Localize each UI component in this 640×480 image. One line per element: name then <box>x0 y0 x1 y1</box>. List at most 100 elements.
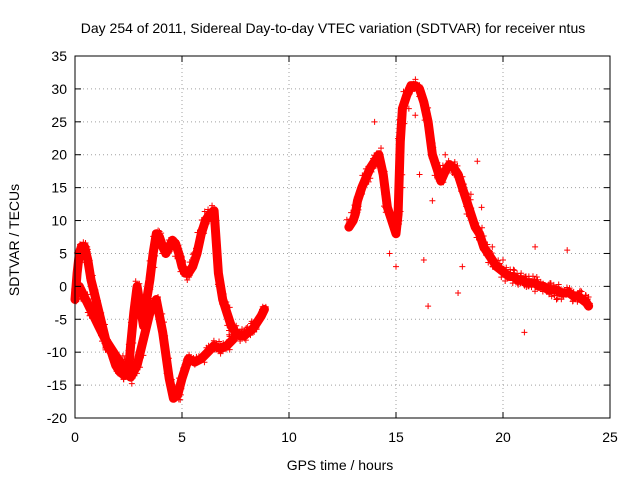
data-point <box>367 175 374 182</box>
data-point <box>586 300 593 307</box>
data-point <box>396 131 403 138</box>
data-point <box>355 203 362 210</box>
data-point <box>386 250 393 257</box>
data-point <box>121 364 128 371</box>
data-point <box>115 370 122 377</box>
x-tick-label: 15 <box>388 429 404 445</box>
data-point <box>140 331 147 338</box>
data-point <box>99 324 106 331</box>
data-point <box>135 357 142 364</box>
data-point <box>411 85 418 92</box>
data-point <box>382 209 389 216</box>
series-4 <box>371 105 581 336</box>
data-point <box>217 342 224 349</box>
data-point <box>183 273 190 280</box>
data-point <box>163 370 170 377</box>
data-point <box>162 332 169 339</box>
data-point <box>397 208 404 215</box>
data-point <box>416 171 423 178</box>
data-point <box>125 347 132 354</box>
data-point <box>402 92 409 99</box>
data-point <box>158 238 165 245</box>
data-point <box>155 294 162 301</box>
data-point <box>247 332 254 339</box>
y-axis-label: SDTVAR / TECUs <box>6 184 22 296</box>
data-point <box>474 158 481 165</box>
data-point <box>106 345 113 352</box>
data-point <box>233 322 240 329</box>
data-point <box>376 163 383 170</box>
data-point <box>169 384 176 391</box>
data-point <box>472 222 479 229</box>
data-point <box>75 258 82 265</box>
data-point <box>554 295 561 302</box>
data-point <box>178 253 185 260</box>
data-point <box>529 273 536 280</box>
data-point <box>401 120 408 127</box>
data-point <box>405 90 412 97</box>
data-point <box>132 278 139 285</box>
data-point <box>472 227 479 234</box>
data-point <box>473 225 480 232</box>
y-tick-label: 5 <box>59 245 67 261</box>
data-point <box>227 317 234 324</box>
data-point <box>381 168 388 175</box>
data-point <box>496 260 503 267</box>
data-point <box>111 356 118 363</box>
data-point <box>473 219 480 226</box>
data-point <box>405 105 412 112</box>
data-point <box>359 191 366 198</box>
data-point <box>424 122 431 129</box>
data-point <box>146 295 153 302</box>
data-point <box>87 303 94 310</box>
data-point <box>470 218 477 225</box>
data-point <box>248 318 255 325</box>
data-point <box>401 99 408 106</box>
data-point <box>214 262 221 269</box>
data-point <box>213 346 220 353</box>
data-point <box>92 287 99 294</box>
data-point <box>542 283 549 290</box>
data-point <box>189 251 196 258</box>
y-tick-label: 10 <box>51 213 67 229</box>
data-point <box>143 298 150 305</box>
x-tick-label: 20 <box>495 429 511 445</box>
data-point <box>362 176 369 183</box>
data-point <box>201 355 208 362</box>
data-point <box>523 284 530 291</box>
data-point <box>145 310 152 317</box>
data-point <box>148 273 155 280</box>
data-point <box>395 194 402 201</box>
data-point <box>467 191 474 198</box>
y-tick-label: 35 <box>51 48 67 64</box>
data-point <box>84 243 91 250</box>
data-point <box>190 264 197 271</box>
data-point <box>412 76 419 83</box>
data-point <box>209 202 216 209</box>
data-point <box>127 319 134 326</box>
data-point <box>192 359 199 366</box>
data-point <box>463 210 470 217</box>
data-point <box>208 215 215 222</box>
data-point <box>547 290 554 297</box>
data-point <box>395 221 402 228</box>
data-point <box>396 140 403 147</box>
data-point <box>425 303 432 310</box>
data-point <box>386 208 393 215</box>
chart-title: Day 254 of 2011, Sidereal Day-to-day VTE… <box>81 20 585 36</box>
data-point <box>500 271 507 278</box>
y-tick-label: 30 <box>51 81 67 97</box>
data-point <box>193 245 200 252</box>
data-point <box>245 328 252 335</box>
data-point <box>443 161 450 168</box>
data-point <box>459 173 466 180</box>
data-point <box>478 240 485 247</box>
data-point <box>78 295 85 302</box>
data-point <box>86 257 93 264</box>
data-point <box>419 92 426 99</box>
data-point <box>429 197 436 204</box>
data-point <box>136 364 143 371</box>
data-point <box>259 311 266 318</box>
data-point <box>508 272 515 279</box>
